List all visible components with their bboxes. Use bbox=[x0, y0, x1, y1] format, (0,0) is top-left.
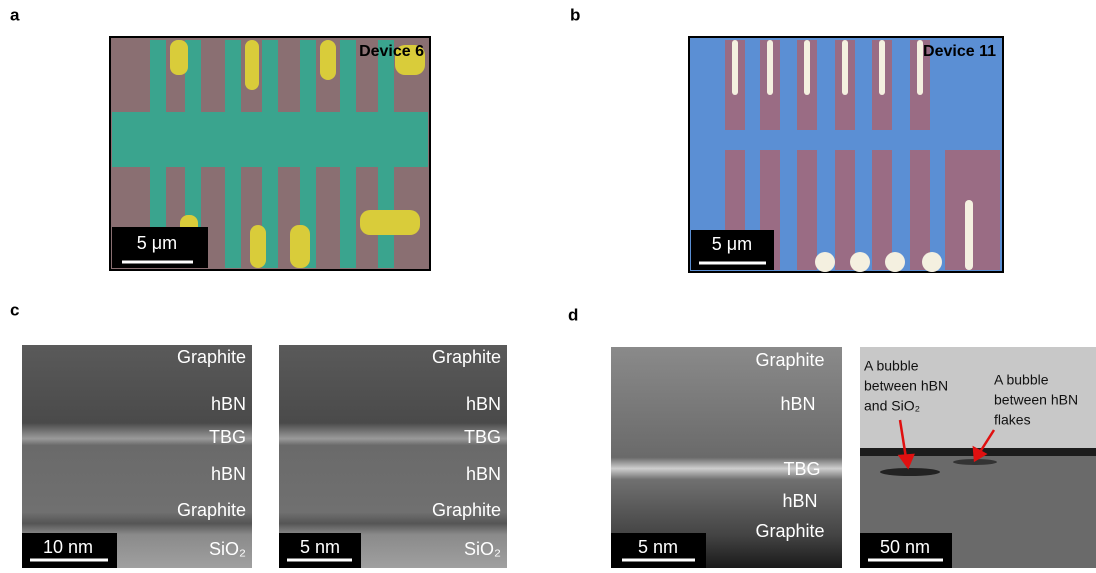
layer-label: SiO₂ bbox=[464, 539, 501, 559]
annotation: and SiO₂ bbox=[864, 398, 920, 414]
layer-label: SiO₂ bbox=[209, 539, 246, 559]
layer-label: TBG bbox=[209, 427, 246, 447]
layer-label: TBG bbox=[783, 459, 820, 479]
layer-label: hBN bbox=[780, 394, 815, 414]
layer-label: hBN bbox=[466, 394, 501, 414]
scale-bar-label: 5 μm bbox=[712, 234, 752, 254]
scale-bar-label: 10 nm bbox=[43, 537, 93, 557]
scale-bar-label: 50 nm bbox=[880, 537, 930, 557]
annotation: A bubble bbox=[994, 372, 1049, 388]
layer-label: hBN bbox=[782, 491, 817, 511]
layer-label: Graphite bbox=[432, 347, 501, 367]
scale-bar-label: 5 nm bbox=[638, 537, 678, 557]
layer-label: hBN bbox=[211, 394, 246, 414]
annotation: between hBN bbox=[864, 378, 948, 394]
figure: a Device 6 5 μm b bbox=[0, 0, 1096, 573]
layer-label: TBG bbox=[464, 427, 501, 447]
panel-label: d bbox=[568, 305, 578, 324]
layer-label: Graphite bbox=[177, 500, 246, 520]
annotation: between hBN bbox=[994, 392, 1078, 408]
device-title: Device 11 bbox=[923, 43, 996, 60]
layer-label: Graphite bbox=[755, 521, 824, 541]
layer-label: Graphite bbox=[177, 347, 246, 367]
layer-label: hBN bbox=[211, 464, 246, 484]
layer-label: Graphite bbox=[432, 500, 501, 520]
layer-label: hBN bbox=[466, 464, 501, 484]
device-title: Device 6 bbox=[359, 43, 424, 60]
panel-label: c bbox=[10, 300, 19, 319]
annotation: flakes bbox=[994, 412, 1031, 428]
panel-label: a bbox=[10, 5, 20, 24]
scale-bar-label: 5 μm bbox=[137, 233, 177, 253]
scale-bar-label: 5 nm bbox=[300, 537, 340, 557]
layer-label: Graphite bbox=[755, 350, 824, 370]
annotation: A bubble bbox=[864, 358, 919, 374]
panel-label: b bbox=[570, 5, 580, 24]
